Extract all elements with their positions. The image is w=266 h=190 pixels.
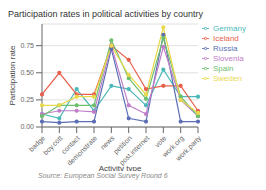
svg-text:0.00: 0.00	[20, 123, 34, 130]
html-text:Iceland: Iceland	[213, 34, 239, 43]
svg-text:vote: vote	[153, 134, 167, 148]
svg-text:badge: badge	[27, 134, 47, 153]
svg-text:demonstrate: demonstrate	[66, 134, 99, 167]
html-text:Participation rates in politic: Participation rates in political activit…	[8, 9, 204, 19]
svg-text:work.org: work.org	[161, 134, 185, 159]
html-text:Germany: Germany	[213, 24, 246, 33]
html-text:Source: European Social Survey: Source: European Social Survey Round 6	[38, 172, 168, 179]
svg-text:0.50: 0.50	[20, 69, 34, 76]
html-text:Russia: Russia	[213, 44, 238, 53]
html-text:Spain: Spain	[213, 64, 234, 73]
svg-text:contact: contact	[60, 134, 81, 156]
svg-text:Activity type: Activity type	[99, 164, 142, 171]
svg-text:boy.cott: boy.cott	[42, 134, 65, 157]
svg-text:petition: petition	[112, 134, 133, 156]
svg-text:0.25: 0.25	[20, 96, 34, 103]
svg-text:Participation rate: Participation rate	[8, 45, 17, 106]
svg-text:0.75: 0.75	[20, 42, 34, 49]
svg-text:news: news	[99, 134, 116, 151]
svg-text:post.internet: post.internet	[118, 134, 151, 167]
html-text:Sweden: Sweden	[213, 74, 242, 83]
svg-text:work.party: work.party	[174, 134, 204, 164]
html-text:Slovenia: Slovenia	[213, 54, 244, 63]
